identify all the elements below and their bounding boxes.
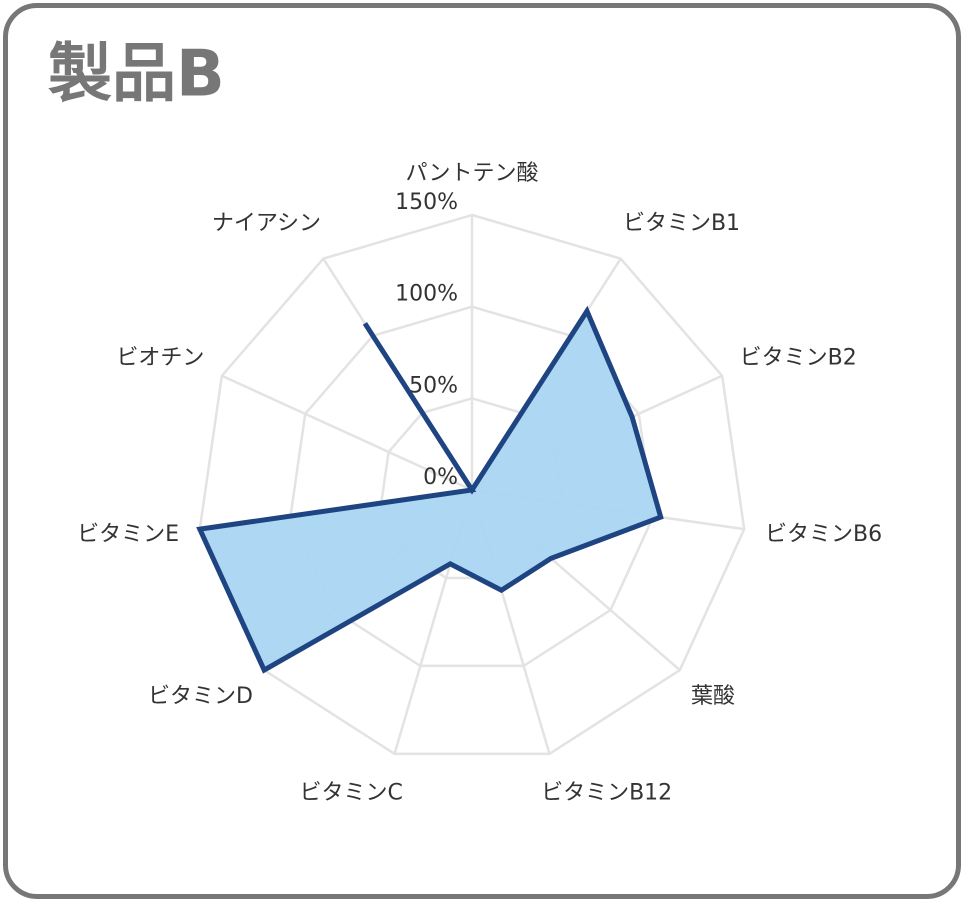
spoke <box>221 374 473 492</box>
card <box>3 3 961 899</box>
series-line <box>196 305 664 674</box>
grid-ring <box>198 213 746 756</box>
category-label: ビタミンE <box>77 522 179 547</box>
category-label: ビタミンB6 <box>765 522 882 547</box>
r-tick-label: 0% <box>423 465 458 490</box>
category-label: ビオチン <box>116 346 204 371</box>
category-label: ビタミンB1 <box>623 211 740 236</box>
category-label: 葉酸 <box>691 684 735 709</box>
category-label: ビタミンC <box>300 780 403 805</box>
r-tick-label: 100% <box>395 282 458 307</box>
category-label: ナイアシン <box>212 211 321 236</box>
category-label: ビタミンD <box>148 684 253 709</box>
category-label: パントテン酸 <box>405 161 538 186</box>
category-label: ビタミンB2 <box>740 346 857 371</box>
chart-title: 製品B <box>48 38 225 112</box>
r-tick-label: 150% <box>395 190 458 215</box>
r-tick-label: 50% <box>409 373 458 398</box>
category-label: ビタミンB12 <box>541 780 672 805</box>
series-area <box>199 311 661 671</box>
